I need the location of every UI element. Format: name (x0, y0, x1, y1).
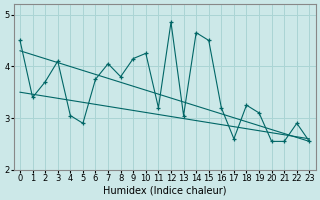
X-axis label: Humidex (Indice chaleur): Humidex (Indice chaleur) (103, 186, 227, 196)
